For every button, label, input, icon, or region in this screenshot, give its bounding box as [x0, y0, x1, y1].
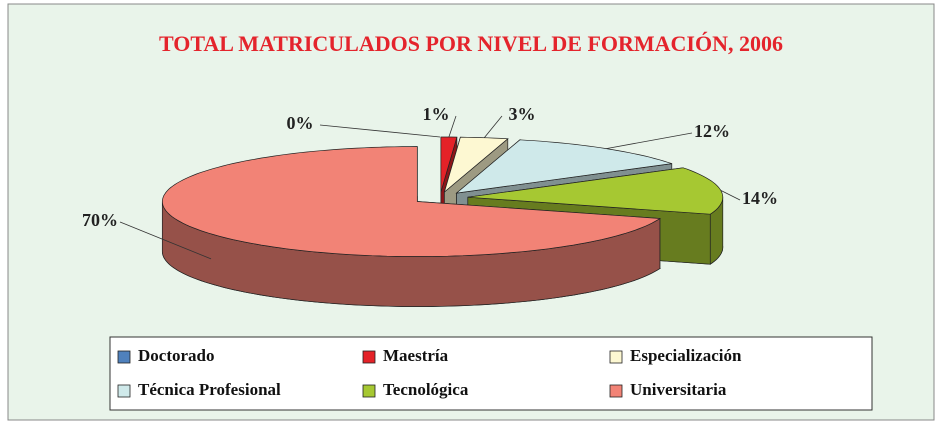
leader-line [119, 221, 212, 260]
leader-line [606, 132, 693, 150]
slice-top [440, 136, 458, 193]
legend-label: Universitaria [630, 380, 727, 399]
legend-swatch [609, 384, 623, 398]
legend-swatch [362, 384, 376, 398]
leader-line [448, 115, 457, 138]
legend-swatch [117, 350, 131, 364]
legend-swatch [117, 384, 131, 398]
legend-label: Tecnológica [383, 380, 469, 399]
chart-title: TOTAL MATRICULADOS POR NIVEL DE FORMACIÓ… [159, 31, 783, 56]
legend-label: Especialización [630, 346, 742, 365]
data-label: 14% [742, 188, 778, 208]
leader-line [720, 189, 741, 201]
slice-top [455, 139, 672, 194]
data-label: 12% [694, 121, 730, 141]
legend-label: Técnica Profesional [138, 380, 281, 399]
legend-label: Maestría [383, 346, 449, 365]
data-label: 1% [423, 104, 450, 124]
legend-swatch [362, 350, 376, 364]
data-label: 0% [287, 113, 314, 133]
pie-slice [161, 146, 661, 307]
leader-line [483, 115, 503, 138]
legend-label: Doctorado [138, 346, 214, 365]
legend-swatch [609, 350, 623, 364]
data-label: 3% [509, 104, 536, 124]
slice-top [162, 146, 661, 257]
leader-line [319, 124, 441, 138]
data-label: 70% [82, 210, 118, 230]
legend-box [109, 336, 873, 411]
